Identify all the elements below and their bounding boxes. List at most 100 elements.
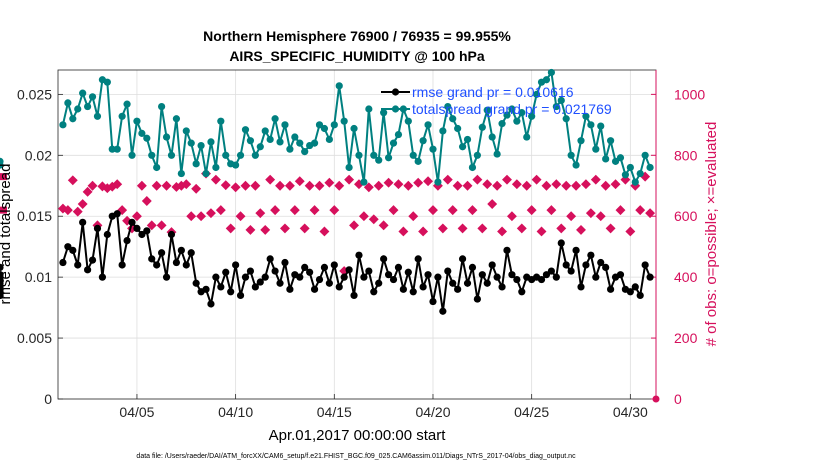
rmse-point <box>409 288 417 296</box>
totalspread-point <box>325 135 333 144</box>
totalspread-point <box>192 160 200 168</box>
rmse-point <box>414 255 422 263</box>
rmse-point <box>212 273 220 281</box>
totalspread-point <box>93 112 102 120</box>
totalspread-point <box>488 133 496 141</box>
obs-marker <box>324 177 335 188</box>
totalspread-point <box>577 137 585 145</box>
totalspread-point <box>251 151 259 159</box>
obs-marker <box>319 226 330 237</box>
rmse-point <box>394 263 403 271</box>
obs-marker <box>437 223 448 234</box>
totalspread-point <box>394 130 403 139</box>
rmse-point <box>148 255 156 263</box>
totalspread-point <box>523 133 531 141</box>
totalspread-point <box>429 145 437 153</box>
x-tick-label: 04/05 <box>119 404 154 420</box>
obs-marker <box>161 180 172 191</box>
obs-marker <box>67 175 78 186</box>
totalspread-point <box>138 129 146 137</box>
y-left-tick-label: 0.005 <box>17 330 52 346</box>
obs-marker <box>245 224 256 235</box>
totalspread-point <box>113 145 121 153</box>
totalspread-point <box>409 151 417 159</box>
obs-marker <box>280 223 290 234</box>
totalspread-point <box>103 78 111 86</box>
legend: rmse grand pr = 0.010616 totalspread gra… <box>381 84 612 117</box>
rmse-point <box>631 283 639 291</box>
rmse-point <box>552 273 560 281</box>
totalspread-point <box>582 112 590 120</box>
obs-marker <box>151 180 162 191</box>
totalspread-point <box>172 115 181 123</box>
totalspread-point <box>296 139 304 147</box>
rmse-point <box>266 255 274 263</box>
rmse-point <box>182 261 190 269</box>
totalspread-point <box>557 96 565 105</box>
totalspread-point <box>483 106 491 114</box>
totalspread-point <box>528 112 536 120</box>
obs-marker <box>314 180 325 191</box>
rmse-point <box>592 273 600 281</box>
rmse-point <box>103 230 111 239</box>
rmse-point <box>241 273 250 281</box>
rmse-point <box>227 288 235 296</box>
rmse-point <box>192 279 200 287</box>
rmse-point <box>582 261 590 269</box>
rmse-point <box>493 273 501 281</box>
obs-marker <box>329 205 340 216</box>
rmse-point <box>113 210 121 218</box>
rmse-point <box>340 273 348 281</box>
obs-marker <box>467 205 478 216</box>
totalspread-point <box>148 151 156 159</box>
legend-spread-marker <box>391 105 400 113</box>
obs-marker <box>141 196 152 206</box>
rmse-point <box>454 285 462 293</box>
rmse-point <box>79 218 87 226</box>
obs-marker <box>585 208 596 219</box>
totalspread-point <box>212 163 220 172</box>
obs-series <box>0 168 660 403</box>
rmse-point <box>74 261 82 269</box>
obs-marker <box>181 179 192 190</box>
totalspread-point <box>493 150 501 158</box>
obs-marker <box>260 224 271 235</box>
y-left-tick-label: 0 <box>44 391 52 407</box>
obs-marker <box>136 180 147 191</box>
rmse-point <box>636 291 644 300</box>
rmse-point <box>399 285 407 293</box>
totalspread-point <box>167 151 176 159</box>
rmse-point <box>315 275 324 284</box>
rmse-point <box>187 249 195 257</box>
obs-marker <box>240 180 251 191</box>
totalspread-point <box>641 151 649 159</box>
obs-marker <box>112 179 123 190</box>
totalspread-point <box>503 111 511 119</box>
obs-marker <box>393 179 404 190</box>
rmse-point <box>626 288 634 296</box>
obs-marker <box>556 223 567 234</box>
rmse-point <box>158 249 166 257</box>
totalspread-point <box>236 151 245 159</box>
rmse-point <box>0 291 4 300</box>
rmse-point <box>261 273 269 281</box>
rmse-point <box>404 268 412 276</box>
totalspread-point <box>88 93 97 101</box>
totalspread-point <box>74 105 82 113</box>
rmse-point <box>444 267 452 275</box>
obs-marker <box>635 205 646 216</box>
totalspread-point <box>330 121 338 129</box>
legend-rmse-marker <box>391 88 400 96</box>
obs-marker <box>580 179 591 190</box>
totalspread-point <box>256 143 264 151</box>
obs-marker <box>551 179 562 190</box>
rmse-point <box>468 263 477 271</box>
footnote: data file: /Users/raeder/DAI/ATM_forcXX/… <box>136 453 576 460</box>
obs-marker <box>447 205 458 216</box>
totalspread-point <box>607 137 615 145</box>
totalspread-point <box>636 169 644 178</box>
rmse-point <box>271 267 279 275</box>
rmse-point <box>172 258 181 267</box>
totalspread-point <box>177 169 185 178</box>
obs-marker <box>220 180 231 191</box>
